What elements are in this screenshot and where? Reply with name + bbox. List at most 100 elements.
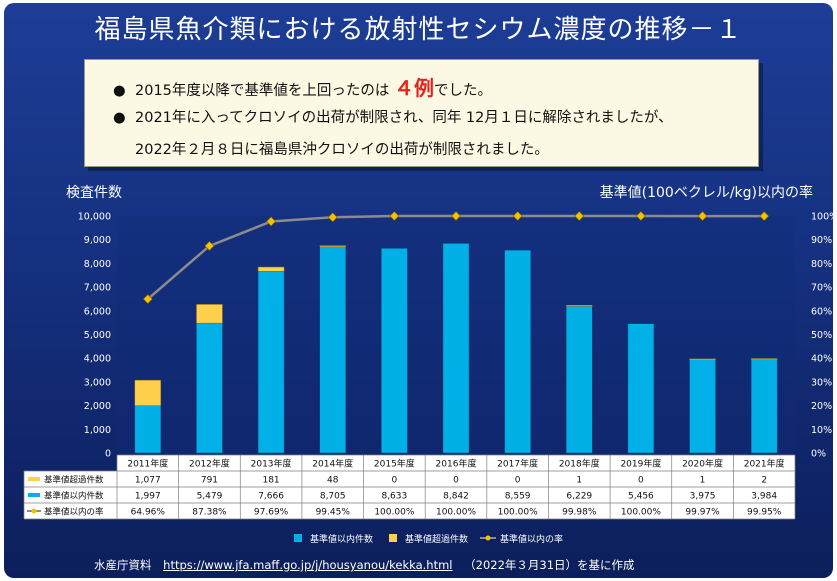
bar-over [566,305,593,307]
rate-marker [759,211,770,222]
bar-over [134,379,162,406]
data-label: 0 [391,476,397,486]
x-tick-label: 2019年度 [620,458,661,470]
x-tick-label: 2016年度 [436,458,477,470]
data-label: 99.45% [316,508,351,518]
y-tick-label: 9,000 [84,235,111,246]
table-row-label: 基準値超過件数 [44,475,104,486]
x-tick-label: 2018年度 [559,458,600,470]
bar-over [257,266,285,272]
data-label: 64.96% [131,508,166,518]
source-note: 水産庁資料 https://www.jfa.maff.go.jp/j/housy… [94,557,635,573]
bar-over [319,245,346,247]
y2-tick-label: 10% [811,425,832,436]
bar-within [442,243,470,454]
note-2-line2: 2022年２月８日に福島県沖クロソイの出荷が制限されました。 [135,142,549,158]
bar-within [504,249,531,454]
data-label: 1,077 [135,476,161,486]
data-label: 0 [453,476,459,486]
rate-marker [389,211,400,221]
note-bullet-2-cont: 2022年２月８日に福島県沖クロソイの出荷が制限されました。 [135,138,549,159]
y-tick-label: 8,000 [84,259,111,270]
x-tick-label: 2017年度 [497,458,538,470]
x-tick-label: 2011年度 [127,458,168,470]
y-tick-label: 6,000 [84,306,111,317]
data-label: 8,559 [505,492,531,502]
y2-tick-label: 70% [811,283,832,294]
legend-label: 基準値以内の率 [500,533,563,545]
bar-within [689,358,716,454]
table-key-swatch [28,493,40,497]
y-tick-label: 0 [105,449,111,460]
data-label: 3,984 [751,492,777,502]
bar-within [750,358,778,454]
bar-within [257,271,285,454]
y2-tick-label: 60% [811,306,832,317]
rate-marker [697,211,708,221]
rate-marker [512,211,523,221]
data-label: 0 [638,476,644,486]
data-label: 0 [515,476,521,486]
note-2-line1: 2021年に入ってクロソイの出荷が制限され、同年 12月１日に解除されましたが、 [135,110,673,126]
x-tick-label: 2012年度 [189,458,230,470]
bar-over [750,358,778,360]
data-label: 48 [327,476,339,486]
data-label: 7,666 [258,492,284,502]
y-tick-label: 7,000 [84,283,111,294]
data-label: 99.98% [562,508,597,518]
legend-swatch [294,534,302,542]
y-tick-label: 1,000 [84,425,111,436]
note-1-end: でした。 [434,83,493,99]
data-label: 8,842 [443,492,469,502]
bar-within [381,248,408,454]
rate-marker [266,216,277,227]
bar-over [689,358,716,361]
data-label: 1,997 [135,492,161,502]
data-label: 1 [576,476,582,486]
bullet-icon: ● [113,110,126,126]
x-tick-label: 2013年度 [251,458,292,470]
table-key-swatch [28,477,40,481]
data-label: 99.95% [747,508,782,518]
x-tick-label: 2014年度 [312,458,353,470]
data-label: 791 [201,476,218,486]
x-tick-label: 2020年度 [682,458,723,470]
bar-within [627,323,655,454]
table-body-bg [24,471,795,519]
data-label: 8,633 [381,492,407,502]
legend-swatch [389,534,397,542]
table-row-label: 基準値以内の率 [44,507,104,518]
source-suffix: （2022年３月31日）を基に作成 [464,558,635,572]
y2-tick-label: 90% [811,235,832,246]
source-link[interactable]: https://www.jfa.maff.go.jp/j/housyanou/k… [163,558,453,572]
note-bullet-2: ● 2021年に入ってクロソイの出荷が制限され、同年 12月１日に解除されましたが… [113,106,673,127]
table-row-label: 基準値以内件数 [44,491,104,502]
left-axis-title: 検査件数 [66,185,122,201]
data-label: 181 [262,476,279,486]
legend-label: 基準値以内件数 [310,533,373,545]
bar-within [134,405,162,454]
data-label: 2 [761,476,767,486]
data-label: 97.69% [254,508,289,518]
x-tick-label: 2015年度 [374,458,415,470]
data-label: 100.00% [498,508,538,518]
table-header-bg [117,455,795,471]
note-bullet-1: ● 2015年度以降で基準値を上回ったのは ４例でした。 [113,72,492,101]
data-label: 5,479 [197,492,223,502]
y2-tick-label: 20% [811,401,832,412]
bar-within [566,305,593,454]
y-tick-label: 3,000 [84,377,111,388]
legend-label: 基準値超過件数 [405,533,468,545]
bar-within [319,246,346,454]
rate-marker [142,294,153,304]
note-box: ● 2015年度以降で基準値を上回ったのは ４例でした。 ● 2021年に入ってクロ… [84,59,759,167]
y-tick-label: 2,000 [84,401,111,412]
note-1-highlight: ４例 [394,76,435,100]
data-label: 100.00% [621,508,661,518]
rate-marker [451,211,461,221]
data-label: 3,975 [690,492,716,502]
note-1-text: 2015年度以降で基準値を上回ったのは [135,83,395,99]
y2-tick-label: 40% [811,354,832,365]
y-tick-label: 10,000 [78,212,111,223]
x-tick-label: 2021年度 [744,458,785,470]
